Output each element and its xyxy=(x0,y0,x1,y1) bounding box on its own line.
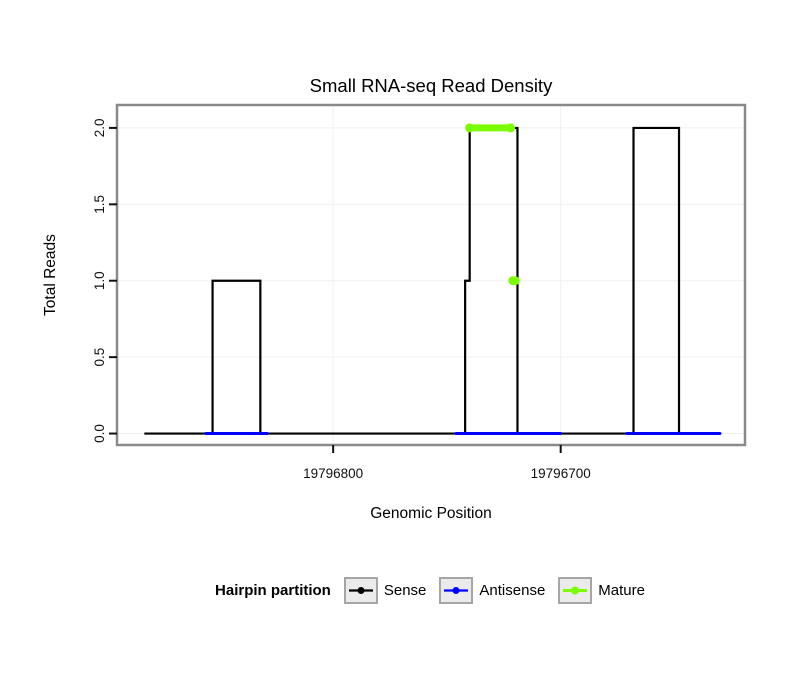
mature-series-dot xyxy=(510,276,520,286)
y-axis-label: Total Reads xyxy=(42,234,59,316)
legend-key-antisense xyxy=(439,577,474,604)
x-tick-label: 19796700 xyxy=(531,466,591,481)
legend-key-sense xyxy=(343,577,378,604)
legend-item-mature: Mature xyxy=(558,577,645,604)
read-density-chart: 0.0 0.5 1.0 1.5 2.0 19796800 19796700 Small RN… xyxy=(42,75,747,522)
sense-key-icon xyxy=(348,587,373,594)
mature-series-dot xyxy=(506,123,516,133)
mature-series-dot xyxy=(465,123,475,133)
y-tick-label: 2.0 xyxy=(92,119,107,138)
legend-key-mature xyxy=(558,577,593,604)
legend-title: Hairpin partition xyxy=(215,582,331,599)
x-tick-label: 19796800 xyxy=(303,466,363,481)
legend-label-mature: Mature xyxy=(598,582,645,599)
y-tick-label: 1.0 xyxy=(92,271,107,290)
antisense-key-icon xyxy=(444,587,469,594)
legend-item-antisense: Antisense xyxy=(439,577,545,604)
legend-item-sense: Sense xyxy=(343,577,427,604)
legend-label-sense: Sense xyxy=(383,582,427,599)
legend: Hairpin partition Sense Antisense xyxy=(25,577,810,604)
legend-label-antisense: Antisense xyxy=(479,582,546,599)
plot-layer: 0.0 0.5 1.0 1.5 2.0 19796800 19796700 xyxy=(92,103,747,481)
y-tick-label: 1.5 xyxy=(92,195,107,214)
sense-dot-icon xyxy=(357,587,365,594)
chart-title: Small RNA-seq Read Density xyxy=(310,75,553,96)
mature-dot-icon xyxy=(571,586,580,595)
sense-series xyxy=(144,126,720,435)
mature-key-icon xyxy=(563,586,588,595)
antisense-dot-icon xyxy=(452,587,460,594)
x-axis-label: Genomic Position xyxy=(370,505,491,522)
panel-border xyxy=(115,103,747,447)
y-tick-label: 0.0 xyxy=(92,424,107,443)
y-tick-label: 0.5 xyxy=(92,348,107,367)
